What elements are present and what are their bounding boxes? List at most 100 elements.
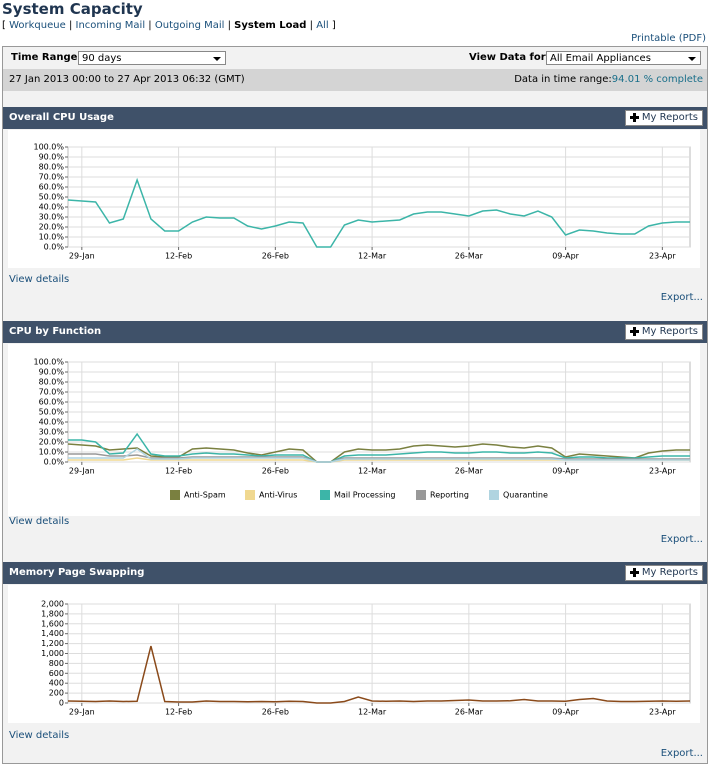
plus-icon [629, 113, 639, 122]
panel-title: Memory Page Swapping [9, 567, 145, 578]
nav-link[interactable]: Incoming Mail [75, 20, 146, 31]
complete-label: Data in time range: [514, 74, 612, 85]
nav-separator: | [227, 20, 231, 31]
series-line [67, 645, 691, 704]
time-range-label: Time Range: [11, 52, 82, 63]
nav-link[interactable]: All [316, 20, 329, 31]
y-tick-label: 0.0% [44, 243, 65, 252]
y-tick-label: 600 [49, 669, 64, 678]
plus-icon [629, 327, 639, 336]
my-reports-button[interactable]: My Reports [624, 324, 703, 340]
y-tick-label: 60.0% [39, 398, 65, 407]
panel-header: CPU by Function My Reports [3, 321, 707, 343]
export-link[interactable]: Export... [660, 292, 703, 303]
y-tick-label: 100.0% [33, 358, 64, 367]
series-line [67, 443, 690, 463]
legend-swatch [416, 490, 426, 500]
nav: [ Workqueue | Incoming Mail | Outgoing M… [2, 20, 336, 31]
view-details-link[interactable]: View details [9, 516, 70, 527]
y-tick-label: 10.0% [39, 448, 65, 457]
y-tick-label: 80.0% [39, 378, 65, 387]
y-tick-label: 90.0% [39, 368, 65, 377]
y-tick-label: 400 [49, 679, 64, 688]
y-tick-label: 30.0% [39, 428, 65, 437]
panel-title: CPU by Function [9, 326, 102, 337]
nav-separator: | [68, 20, 73, 31]
x-tick-label: 29-Jan [69, 252, 95, 261]
x-tick-label: 09-Apr [552, 467, 579, 476]
report-box: Time Range: 90 days View Data for: All E… [2, 46, 708, 764]
y-tick-label: 50.0% [39, 193, 65, 202]
x-tick-label: 09-Apr [552, 252, 579, 261]
y-tick-label: 40.0% [39, 203, 65, 212]
y-tick-label: 1,000 [41, 649, 64, 658]
y-tick-label: 1,200 [41, 639, 64, 648]
legend-swatch [489, 490, 499, 500]
printable-link[interactable]: Printable (PDF) [631, 33, 706, 44]
x-tick-label: 26-Feb [262, 252, 289, 261]
nav-link: System Load [234, 20, 307, 31]
legend-swatch [245, 490, 255, 500]
panel-header: Overall CPU Usage My Reports [3, 107, 707, 129]
button-label: My Reports [641, 326, 698, 337]
x-tick-label: 29-Jan [69, 708, 95, 717]
y-tick-label: 2,000 [41, 600, 64, 609]
legend-label: Anti-Spam [184, 491, 226, 500]
y-tick-label: 30.0% [39, 213, 65, 222]
x-tick-label: 26-Mar [455, 252, 484, 261]
y-tick-label: 1,600 [41, 619, 64, 628]
y-tick-label: 60.0% [39, 183, 65, 192]
panel-header: Memory Page Swapping My Reports [3, 562, 707, 584]
x-tick-label: 12-Mar [358, 252, 387, 261]
y-tick-label: 20.0% [39, 438, 65, 447]
x-tick-label: 23-Apr [649, 467, 676, 476]
legend-swatch [320, 490, 330, 500]
view-details-link[interactable]: View details [9, 730, 70, 741]
y-tick-label: 80.0% [39, 163, 65, 172]
x-tick-label: 09-Apr [552, 708, 579, 717]
export-link[interactable]: Export... [660, 534, 703, 545]
nav-separator: | [148, 20, 152, 31]
y-tick-label: 50.0% [39, 408, 65, 417]
my-reports-button[interactable]: My Reports [624, 565, 703, 581]
x-tick-label: 12-Feb [165, 467, 192, 476]
x-tick-label: 12-Feb [165, 708, 192, 717]
chart: 0.0%10.0%20.0%30.0%40.0%50.0%60.0%70.0%8… [8, 130, 700, 268]
nav-link[interactable]: Outgoing Mail [154, 20, 225, 31]
legend-label: Reporting [430, 491, 469, 500]
view-details-link[interactable]: View details [9, 274, 70, 285]
legend-label: Anti-Virus [259, 491, 297, 500]
panel-title: Overall CPU Usage [9, 112, 114, 123]
chart: 0.0%10.0%20.0%30.0%40.0%50.0%60.0%70.0%8… [8, 344, 700, 516]
range-row: 27 Jan 2013 00:00 to 27 Apr 2013 06:32 (… [3, 69, 707, 91]
series-line [67, 177, 690, 248]
y-tick-label: 100.0% [33, 143, 64, 152]
series-line [68, 432, 690, 463]
y-tick-label: 1,400 [41, 629, 64, 638]
plus-icon [629, 568, 639, 577]
time-range-select[interactable]: 90 days [78, 51, 226, 65]
complete: Data in time range:94.01 % complete [514, 69, 703, 91]
complete-value: 94.01 % complete [611, 74, 703, 85]
y-tick-label: 0.0% [44, 458, 65, 467]
x-tick-label: 23-Apr [649, 252, 676, 261]
nav-bracket: ] [331, 20, 336, 31]
series-line [68, 448, 690, 463]
legend-label: Quarantine [503, 491, 548, 500]
chart: 02004006008001,0001,2001,4001,6001,8002,… [8, 585, 700, 723]
nav-separator: | [309, 20, 314, 31]
button-label: My Reports [641, 567, 698, 578]
export-link[interactable]: Export... [660, 748, 703, 759]
range-text: 27 Jan 2013 00:00 to 27 Apr 2013 06:32 (… [9, 74, 245, 85]
my-reports-button[interactable]: My Reports [624, 110, 703, 126]
y-tick-label: 70.0% [39, 173, 65, 182]
x-tick-label: 12-Mar [358, 708, 387, 717]
x-tick-label: 26-Mar [455, 708, 484, 717]
view-label: View Data for: [469, 52, 550, 63]
view-select[interactable]: All Email Appliances [546, 51, 701, 65]
y-tick-label: 70.0% [39, 388, 65, 397]
y-tick-label: 40.0% [39, 418, 65, 427]
y-tick-label: 20.0% [39, 223, 65, 232]
nav-link[interactable]: Workqueue [9, 20, 66, 31]
